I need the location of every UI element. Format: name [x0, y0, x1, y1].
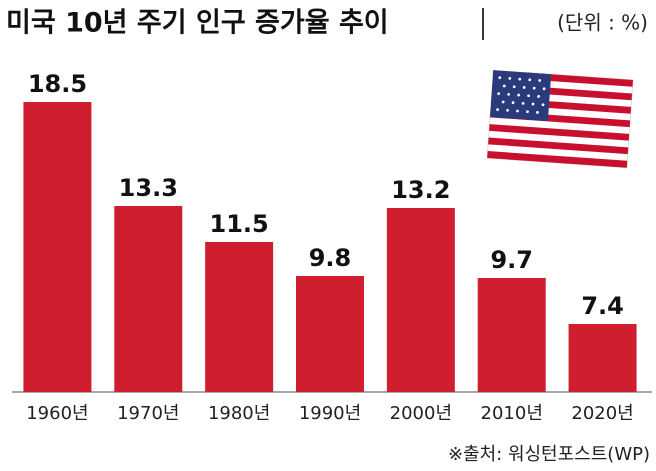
- value-label: 9.7: [490, 246, 533, 274]
- bar: [114, 206, 183, 392]
- bar: [23, 102, 92, 392]
- x-tick-label: 1980년: [208, 403, 270, 424]
- value-label: 18.5: [28, 70, 87, 98]
- value-label: 7.4: [581, 292, 624, 320]
- x-tick-label: 1990년: [299, 403, 361, 424]
- x-tick-label: 2010년: [481, 403, 543, 424]
- value-label: 9.8: [309, 244, 352, 272]
- chart-title: 미국 10년 주기 인구 증가율 추이: [6, 8, 389, 39]
- x-tick-label: 2000년: [390, 403, 452, 424]
- unit-label: (단위 : %): [557, 11, 648, 35]
- bar: [296, 276, 364, 392]
- x-tick-label: 1960년: [26, 403, 88, 424]
- bar: [386, 208, 455, 392]
- x-tick-label: 1970년: [117, 403, 179, 424]
- bar: [568, 324, 637, 392]
- value-label: 13.2: [391, 176, 450, 204]
- value-label: 11.5: [210, 210, 269, 238]
- x-tick-label: 2020년: [571, 403, 633, 424]
- us-flag: [486, 69, 634, 169]
- bar: [205, 242, 274, 392]
- source-note: ※출처: 워싱턴포스트(WP): [448, 444, 650, 465]
- bar: [477, 278, 546, 392]
- value-label: 13.3: [119, 174, 178, 202]
